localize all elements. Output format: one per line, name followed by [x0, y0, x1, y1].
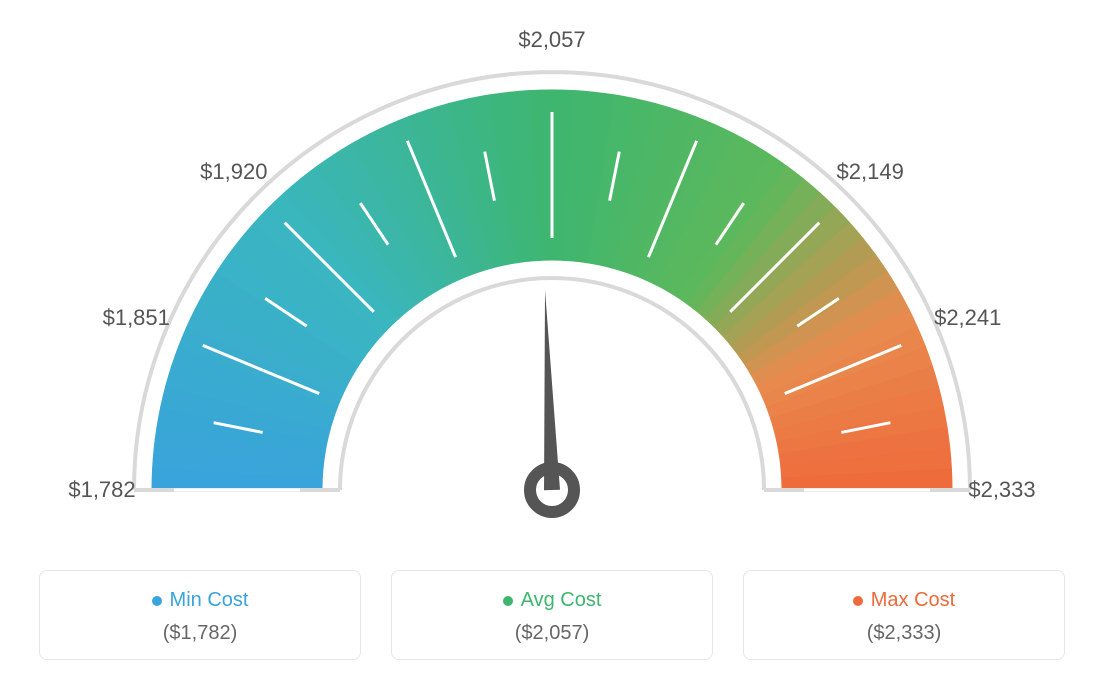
gauge-tick-label: $1,851 — [103, 305, 170, 331]
gauge-tick-label: $2,057 — [518, 27, 585, 53]
legend-dot-icon — [152, 596, 162, 606]
legend-title: Avg Cost — [402, 589, 702, 612]
gauge-tick-label: $2,333 — [968, 477, 1035, 503]
legend-card-min-cost: Min Cost ($1,782) — [39, 570, 361, 660]
gauge-tick-label: $1,920 — [200, 159, 267, 185]
legend-title-text: Min Cost — [170, 589, 249, 611]
legend-title-text: Avg Cost — [521, 589, 602, 611]
gauge-chart-container: $1,782 $1,851 $1,920 $2,057 $2,149 $2,241 $2,3… — [0, 0, 1104, 690]
legend-dot-icon — [853, 596, 863, 606]
gauge-svg — [0, 0, 1104, 540]
legend-row: Min Cost ($1,782) Avg Cost ($2,057) Max Cost… — [0, 570, 1104, 660]
gauge-tick-label: $2,241 — [934, 305, 1001, 331]
gauge-needle — [544, 290, 560, 490]
legend-title-text: Max Cost — [871, 589, 955, 611]
legend-card-avg-cost: Avg Cost ($2,057) — [391, 570, 713, 660]
gauge-tick-label: $2,149 — [837, 159, 904, 185]
legend-value: ($1,782) — [50, 622, 350, 645]
legend-title: Max Cost — [754, 589, 1054, 612]
legend-value: ($2,333) — [754, 622, 1054, 645]
legend-value: ($2,057) — [402, 622, 702, 645]
gauge-area: $1,782 $1,851 $1,920 $2,057 $2,149 $2,241 $2,3… — [0, 0, 1104, 540]
legend-dot-icon — [503, 596, 513, 606]
gauge-tick-label: $1,782 — [68, 477, 135, 503]
legend-card-max-cost: Max Cost ($2,333) — [743, 570, 1065, 660]
legend-title: Min Cost — [50, 589, 350, 612]
